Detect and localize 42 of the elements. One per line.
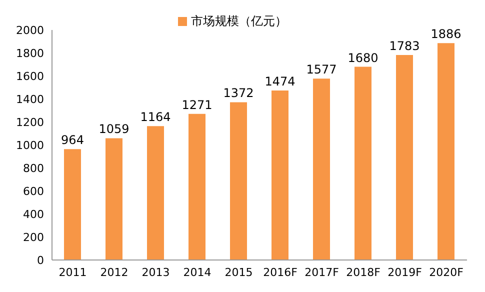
bar — [230, 102, 247, 260]
x-tick-label: 2013 — [142, 266, 170, 279]
bar — [188, 114, 206, 260]
data-label: 1372 — [223, 86, 254, 100]
y-tick-label: 200 — [23, 230, 44, 244]
x-tick-label: 2014 — [183, 266, 212, 279]
x-tick-label: 2019F — [388, 266, 422, 279]
x-tick-label: 2020F — [429, 266, 464, 279]
bar — [64, 149, 81, 260]
data-label: 1271 — [182, 98, 212, 112]
bar — [354, 66, 372, 260]
x-tick-label: 2016F — [263, 266, 298, 279]
legend-label: 市场规模（亿元） — [191, 14, 287, 28]
x-tick-label: 2018F — [346, 266, 380, 279]
y-tick-label: 400 — [23, 208, 44, 221]
y-tick-label: 1200 — [16, 116, 44, 129]
bar — [106, 138, 122, 260]
y-tick-label: 1400 — [16, 92, 44, 106]
y-tick-label: 800 — [23, 162, 44, 175]
y-tick-label: 600 — [23, 184, 44, 198]
x-tick-label: 2015 — [224, 266, 253, 279]
bar — [438, 43, 454, 260]
data-label: 964 — [61, 133, 84, 148]
y-tick-label: 1800 — [16, 46, 44, 60]
x-tick-label: 2012 — [100, 266, 128, 279]
bar — [313, 78, 330, 260]
y-tick-label: 1600 — [16, 70, 44, 83]
x-tick-label: 2017F — [304, 266, 339, 279]
x-tick-label: 2011 — [58, 266, 87, 279]
bar — [147, 126, 164, 260]
data-label: 1783 — [389, 38, 420, 53]
y-tick-label: 2000 — [16, 24, 44, 37]
y-tick-label: 0 — [37, 254, 44, 267]
data-label: 1886 — [430, 27, 462, 42]
data-label: 1577 — [306, 62, 337, 77]
bar — [396, 54, 413, 260]
data-label: 1164 — [140, 110, 171, 124]
y-tick-label: 1000 — [16, 138, 44, 152]
bar — [272, 90, 288, 260]
data-label: 1474 — [264, 74, 296, 88]
data-label: 1059 — [98, 122, 130, 136]
data-label: 1680 — [348, 50, 378, 65]
